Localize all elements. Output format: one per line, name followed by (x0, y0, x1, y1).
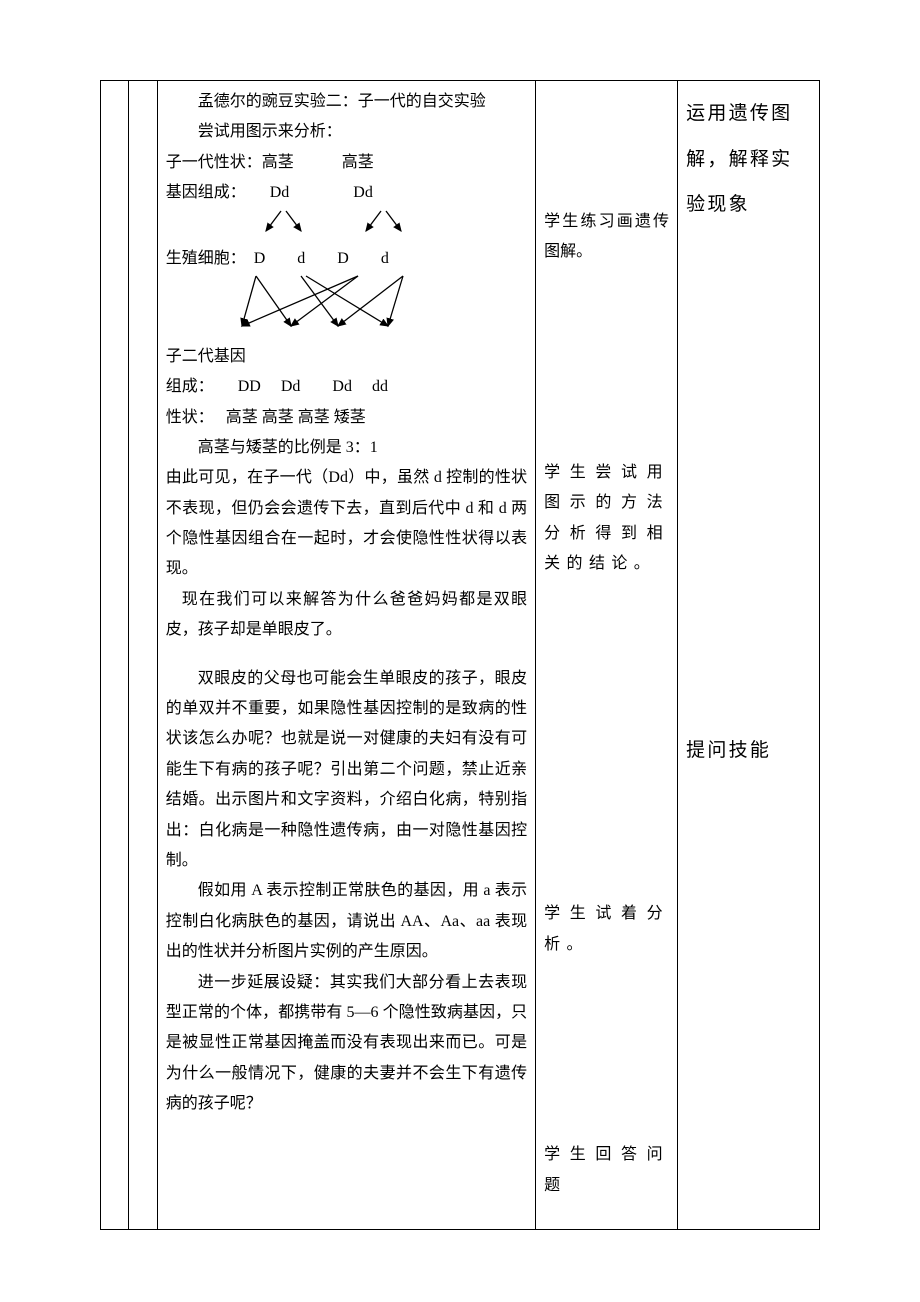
cross-trait-row: 性状： 高茎 高茎 高茎 矮茎 (166, 403, 527, 433)
student-note-1: 学生练习画遗传图解。 (544, 87, 669, 268)
skill-cell: 运用遗传图解，解释实验现象 提问技能 (678, 81, 820, 1230)
student-activity-cell: 学生练习画遗传图解。 学生尝试用图示的方法分析得到相关的结论。 学生试着分析。 … (536, 81, 678, 1230)
lesson-table: 孟德尔的豌豆实验二：子一代的自交实验 尝试用图示来分析： 子一代性状：高茎 高茎… (100, 80, 820, 1230)
student-note-4: 学生回答问题 (544, 960, 669, 1201)
split-arrows-1 (166, 209, 527, 244)
student-note-2: 学生尝试用图示的方法分析得到相关的结论。 (544, 268, 669, 580)
skill-note-2: 提问技能 (686, 228, 811, 774)
extend-question: 进一步延展设疑：其实我们大部分看上去表现型正常的个体，都携带有 5—6 个隐性致… (166, 968, 527, 1120)
page: 孟德尔的豌豆实验二：子一代的自交实验 尝试用图示来分析： 子一代性状：高茎 高茎… (0, 0, 920, 1302)
cross-f2-row: 组成： DD Dd Dd dd (166, 372, 527, 402)
eyelid-question: 现在我们可以来解答为什么爸爸妈妈都是双眼皮，孩子却是单眼皮了。 (166, 585, 527, 646)
conclusion-text: 由此可见，在子一代（Dd）中，虽然 d 控制的性状不表现，但仍会会遗传下去，直到… (166, 463, 527, 585)
exp-title: 孟德尔的豌豆实验二：子一代的自交实验 (166, 87, 527, 117)
blank-line (166, 646, 527, 664)
try-diagram: 尝试用图示来分析： (166, 117, 527, 147)
col-2-empty (129, 81, 157, 1230)
combination-arrows (166, 274, 527, 341)
ratio-text: 高茎与矮茎的比例是 3：1 (166, 433, 527, 463)
student-note-3: 学生试着分析。 (544, 579, 669, 960)
cross-f2-label: 子二代基因 (166, 342, 527, 372)
cross-geno-row: 基因组成： Dd Dd (166, 178, 527, 208)
allele-question: 假如用 A 表示控制正常肤色的基因，用 a 表示控制白化病肤色的基因，请说出 A… (166, 876, 527, 967)
cross-parent-row: 子一代性状：高茎 高茎 (166, 148, 527, 178)
teacher-activity-cell: 孟德尔的豌豆实验二：子一代的自交实验 尝试用图示来分析： 子一代性状：高茎 高茎… (157, 81, 535, 1230)
albinism-para: 双眼皮的父母也可能会生单眼皮的孩子，眼皮的单双并不重要，如果隐性基因控制的是致病… (166, 664, 527, 877)
skill-note-1: 运用遗传图解，解释实验现象 (686, 87, 811, 228)
col-1-empty (101, 81, 129, 1230)
cross-gamete-row: 生殖细胞： D d D d (166, 244, 527, 274)
